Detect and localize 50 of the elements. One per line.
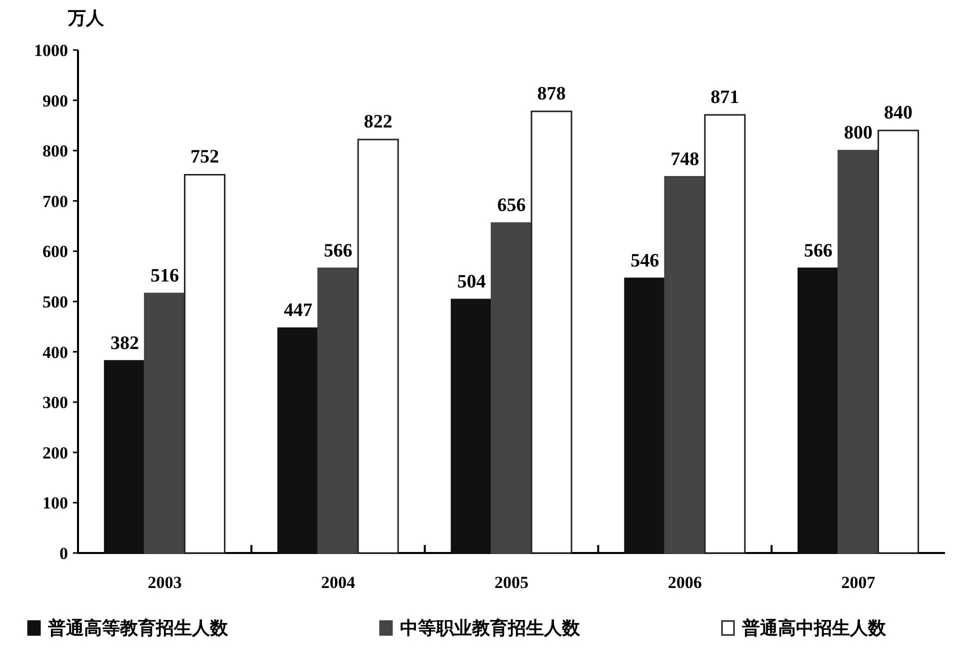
bar [664, 176, 706, 554]
y-tick-label: 900 [42, 91, 68, 110]
bar [277, 327, 319, 554]
bar [144, 292, 186, 554]
bar [878, 130, 920, 554]
data-label: 840 [884, 102, 913, 124]
x-tick-label: 2006 [668, 573, 702, 592]
y-axis-title: 万人 [67, 8, 105, 28]
data-label: 878 [537, 83, 566, 104]
data-label: 566 [804, 240, 833, 262]
data-label: 800 [844, 122, 873, 144]
bar [530, 110, 572, 554]
bar [104, 360, 146, 554]
y-tick-label: 800 [42, 142, 68, 161]
y-tick-label: 700 [42, 192, 68, 211]
data-label: 822 [364, 112, 392, 133]
x-tick-label: 2005 [494, 573, 528, 592]
y-tick-label: 200 [42, 443, 68, 462]
bar [838, 150, 880, 554]
data-label: 447 [284, 300, 313, 322]
x-tick-label: 2007 [841, 573, 876, 592]
bar [357, 138, 399, 554]
data-label: 748 [670, 148, 700, 170]
y-tick-label: 400 [42, 342, 68, 362]
data-label: 871 [710, 86, 740, 108]
data-label: 516 [150, 265, 179, 286]
bar [317, 268, 359, 554]
bar [450, 298, 492, 554]
x-tick-label: 2003 [148, 573, 182, 592]
bar [624, 278, 666, 554]
legend-label: 普通高等教育招生人数 [47, 617, 229, 638]
x-tick-label: 2004 [321, 573, 356, 592]
data-label: 382 [110, 332, 139, 354]
bar [184, 174, 226, 554]
y-tick-label: 500 [42, 292, 68, 312]
data-label: 546 [630, 250, 660, 272]
y-tick-label: 1000 [34, 41, 68, 60]
data-label: 656 [497, 195, 526, 216]
y-tick-label: 600 [42, 242, 68, 262]
bar [704, 114, 746, 554]
legend-label: 普通高中招生人数 [741, 618, 887, 638]
bar [798, 268, 840, 554]
y-tick-label: 100 [42, 494, 68, 513]
legend-label: 中等职业教育招生人数 [400, 617, 581, 638]
data-label: 566 [324, 240, 352, 262]
y-tick-label: 0 [60, 544, 68, 563]
data-label: 752 [190, 146, 219, 168]
data-label: 504 [457, 271, 486, 292]
y-tick-label: 300 [42, 393, 68, 412]
bar [490, 222, 532, 554]
